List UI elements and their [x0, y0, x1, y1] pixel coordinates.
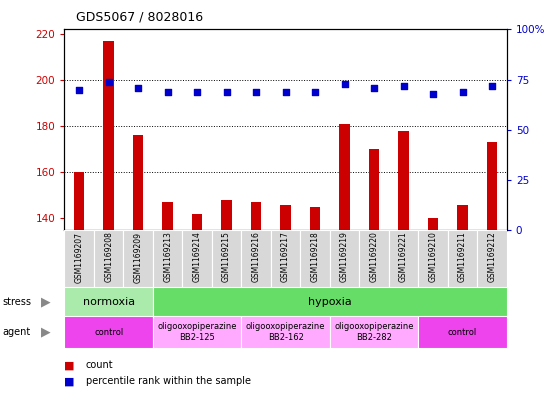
Text: ▶: ▶ [41, 325, 51, 339]
Point [134, 84, 143, 91]
Bar [458, 205, 468, 393]
Text: GSM1169208: GSM1169208 [104, 231, 113, 283]
Bar [271, 230, 300, 287]
Bar [162, 202, 173, 393]
Text: GSM1169210: GSM1169210 [428, 231, 437, 283]
Bar [192, 214, 202, 393]
Bar [241, 230, 271, 287]
Bar [221, 200, 232, 393]
Text: oligooxopiperazine
BB2-162: oligooxopiperazine BB2-162 [246, 322, 325, 342]
Point [311, 88, 320, 95]
Text: oligooxopiperazine
BB2-125: oligooxopiperazine BB2-125 [157, 322, 237, 342]
Bar [428, 219, 438, 393]
Text: count: count [86, 360, 113, 371]
Bar [104, 41, 114, 393]
Bar [448, 230, 477, 287]
Text: ▶: ▶ [41, 295, 51, 308]
Bar [153, 287, 507, 316]
Point [104, 79, 113, 85]
Text: hypoxia: hypoxia [308, 297, 352, 307]
Bar [153, 230, 183, 287]
Point [428, 90, 437, 97]
Text: GSM1169216: GSM1169216 [251, 231, 260, 283]
Text: control: control [448, 328, 477, 336]
Bar [310, 207, 320, 393]
Text: agent: agent [3, 327, 31, 337]
Bar [133, 136, 143, 393]
Text: ■: ■ [64, 376, 75, 386]
Point [458, 88, 467, 95]
Bar [369, 149, 379, 393]
Text: GSM1169221: GSM1169221 [399, 231, 408, 282]
Text: GSM1169214: GSM1169214 [193, 231, 202, 283]
Bar [339, 124, 350, 393]
Text: GSM1169213: GSM1169213 [163, 231, 172, 283]
Text: GSM1169218: GSM1169218 [311, 231, 320, 282]
Text: GDS5067 / 8028016: GDS5067 / 8028016 [76, 11, 203, 24]
Bar [360, 230, 389, 287]
Bar [418, 230, 448, 287]
Bar [330, 316, 418, 348]
Bar [418, 316, 507, 348]
Text: GSM1169212: GSM1169212 [488, 231, 497, 282]
Point [74, 86, 83, 93]
Bar [74, 172, 85, 393]
Point [251, 88, 260, 95]
Point [488, 83, 497, 89]
Point [399, 83, 408, 89]
Bar [477, 230, 507, 287]
Text: percentile rank within the sample: percentile rank within the sample [86, 376, 251, 386]
Bar [281, 205, 291, 393]
Bar [94, 230, 123, 287]
Text: control: control [94, 328, 123, 336]
Text: GSM1169217: GSM1169217 [281, 231, 290, 283]
Bar [487, 142, 497, 393]
Text: normoxia: normoxia [82, 297, 135, 307]
Bar [64, 316, 153, 348]
Bar [389, 230, 418, 287]
Bar [123, 230, 153, 287]
Point [163, 88, 172, 95]
Bar [64, 230, 94, 287]
Text: GSM1169220: GSM1169220 [370, 231, 379, 283]
Text: GSM1169209: GSM1169209 [134, 231, 143, 283]
Bar [330, 230, 360, 287]
Point [340, 81, 349, 87]
Bar [64, 287, 153, 316]
Text: stress: stress [3, 297, 32, 307]
Bar [300, 230, 330, 287]
Bar [153, 316, 241, 348]
Bar [398, 131, 409, 393]
Bar [251, 202, 262, 393]
Point [370, 84, 379, 91]
Text: GSM1169211: GSM1169211 [458, 231, 467, 282]
Text: ■: ■ [64, 360, 75, 371]
Point [193, 88, 202, 95]
Text: oligooxopiperazine
BB2-282: oligooxopiperazine BB2-282 [334, 322, 414, 342]
Text: GSM1169207: GSM1169207 [74, 231, 83, 283]
Point [222, 88, 231, 95]
Text: GSM1169219: GSM1169219 [340, 231, 349, 283]
Bar [212, 230, 241, 287]
Bar [183, 230, 212, 287]
Bar [241, 316, 330, 348]
Text: GSM1169215: GSM1169215 [222, 231, 231, 283]
Point [281, 88, 290, 95]
